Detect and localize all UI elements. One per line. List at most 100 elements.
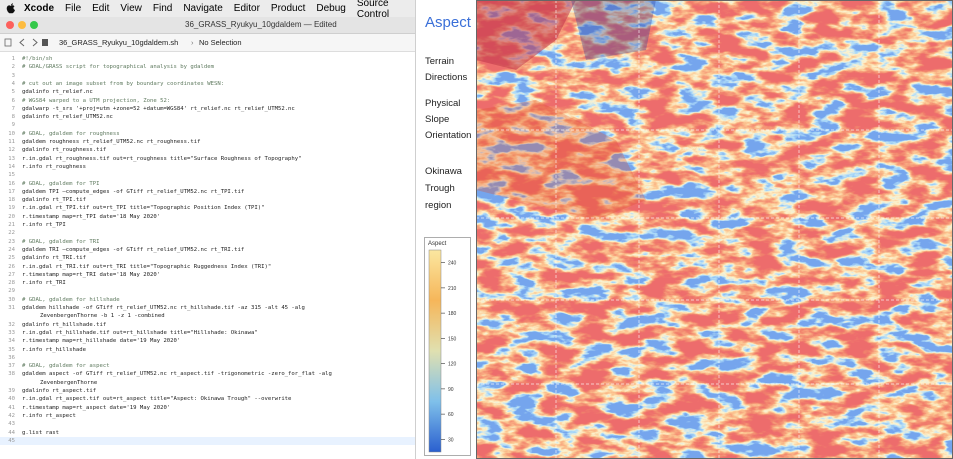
line-number: 5 xyxy=(0,88,15,96)
code-line: 20 r.timestamp map=rt_TPI date='18 May 20… xyxy=(0,213,415,221)
line-number: 40 xyxy=(0,395,15,403)
line-number: 11 xyxy=(0,138,15,146)
caption-word: Physical xyxy=(425,98,460,109)
code-text: gdalinfo rt_relief.nc xyxy=(22,88,93,96)
code-line: 2# GDAL/GRASS script for topographical a… xyxy=(0,63,415,71)
menu-item[interactable]: File xyxy=(65,3,81,14)
colorbar-tick-label: 30 xyxy=(448,437,454,443)
code-text: gdalinfo rt_TRI.tif xyxy=(22,254,86,262)
code-text: gdaldem TRI —compute_edges -of GTiff rt_… xyxy=(22,246,244,254)
menu-item[interactable]: View xyxy=(120,3,142,14)
code-text: r.info rt_roughness xyxy=(22,163,86,171)
menu-item[interactable]: Editor xyxy=(234,3,260,14)
menu-item[interactable]: Xcode xyxy=(24,3,54,14)
line-number: 36 xyxy=(0,354,15,362)
code-text: gdalinfo rt_roughness.tif xyxy=(22,146,106,154)
code-line: 29 xyxy=(0,287,415,295)
caption-word: Directions xyxy=(425,72,467,83)
aspect-map[interactable] xyxy=(476,0,953,459)
caption-word: Terrain xyxy=(425,56,454,67)
menu-item[interactable]: Debug xyxy=(316,3,345,14)
code-text: # WGS84 warped to a UTM projection, Zone… xyxy=(22,97,170,105)
line-number: 43 xyxy=(0,420,15,428)
line-number: 6 xyxy=(0,97,15,105)
window-controls[interactable] xyxy=(5,20,45,30)
code-line: 3 xyxy=(0,72,415,80)
code-text: r.in.gdal rt_TRI.tif out=rt_TRI title="T… xyxy=(22,263,271,271)
nav-buttons[interactable] xyxy=(4,37,66,48)
line-number: 9 xyxy=(0,121,15,129)
screen: Xcode File Edit View Find Navigate Editor Produ… xyxy=(0,0,953,459)
colorbar-tick-label: 120 xyxy=(448,362,457,368)
colorbar-tick-label: 60 xyxy=(448,412,454,418)
line-number: 42 xyxy=(0,412,15,420)
menu-bar: Xcode File Edit View Find Navigate Editor Produ… xyxy=(0,0,415,17)
menu-item[interactable]: Navigate xyxy=(183,3,222,14)
code-line: 11 gdaldem roughness rt_relief_UTM52.nc r… xyxy=(0,138,415,146)
code-line: 18 gdalinfo rt_TPI.tif xyxy=(0,196,415,204)
code-line: 40r.in.gdal rt_aspect.tif out=rt_aspect … xyxy=(0,395,415,403)
code-text: r.timestamp map=rt_TRI date='18 May 2020… xyxy=(22,271,160,279)
line-number: 1 xyxy=(0,55,15,63)
colorbar-tick-label: 180 xyxy=(448,311,457,317)
code-text: gdaldem roughness rt_relief_UTM52.nc rt_… xyxy=(22,138,201,146)
line-number: 28 xyxy=(0,279,15,287)
code-line: 4# cut out an image subset from by bound… xyxy=(0,80,415,88)
line-number: 18 xyxy=(0,196,15,204)
title-bar: 36_GRASS_Ryukyu_10gdaldem — Edited xyxy=(0,17,415,34)
line-number: 16 xyxy=(0,180,15,188)
file-name[interactable]: 36_GRASS_Ryukyu_10gdaldem.sh xyxy=(59,38,178,47)
line-number: 41 xyxy=(0,404,15,412)
line-number: 27 xyxy=(0,271,15,279)
code-text: gdaldem aspect -of GTiff rt_relief_UTM52… xyxy=(22,370,332,378)
menu-item[interactable]: Edit xyxy=(92,3,109,14)
code-text: gdalinfo rt_TPI.tif xyxy=(22,196,86,204)
code-line-wrap: ZevenbergenThorne xyxy=(0,379,415,387)
line-number: 44 xyxy=(0,429,15,437)
code-text: r.timestamp map=rt_hillshade date='19 Ma… xyxy=(22,337,180,345)
code-line: 30 # GDAL, gdaldem for hillshade xyxy=(0,296,415,304)
line-number: 31 xyxy=(0,304,15,312)
jump-bar: 36_GRASS_Ryukyu_10gdaldem.sh › No Select… xyxy=(0,34,415,52)
code-text: # GDAL, gdaldem for aspect xyxy=(22,362,110,370)
selection-label[interactable]: No Selection xyxy=(199,38,242,47)
code-line: 45 xyxy=(0,437,415,445)
line-number: 30 xyxy=(0,296,15,304)
colorbar-tick-label: 90 xyxy=(448,387,454,393)
line-number: 15 xyxy=(0,171,15,179)
caption-word: region xyxy=(425,200,451,211)
code-text: r.timestamp map=rt_aspect date='19 May 2… xyxy=(22,404,170,412)
code-line-wrap: ZevenbergenThorne -b 1 -z 1 -combined xyxy=(0,312,415,320)
code-text: r.timestamp map=rt_TPI date='18 May 2020… xyxy=(22,213,160,221)
code-text: r.in.gdal rt_hillshade.tif out=rt_hillsh… xyxy=(22,329,258,337)
colorbar: Aspect 240210180150120906030 xyxy=(424,237,472,457)
caption-word: Okinawa xyxy=(425,166,462,177)
caption-word: Trough xyxy=(425,183,455,194)
colorbar-tick-label: 210 xyxy=(448,286,457,292)
line-number: 23 xyxy=(0,238,15,246)
code-text: g.list rast xyxy=(22,429,59,437)
code-line: 23# GDAL, gdaldem for TRI xyxy=(0,238,415,246)
code-line: 44 g.list rast xyxy=(0,429,415,437)
line-number: 25 xyxy=(0,254,15,262)
code-text: # GDAL/GRASS script for topographical an… xyxy=(22,63,214,71)
code-text: # GDAL, gdaldem for hillshade xyxy=(22,296,120,304)
menu-item[interactable]: Find xyxy=(153,3,172,14)
breadcrumb-separator: › xyxy=(191,38,194,47)
code-line: 22 xyxy=(0,229,415,237)
line-number: 20 xyxy=(0,213,15,221)
code-text: # cut out an image subset from by bounda… xyxy=(22,80,224,88)
menu-item[interactable]: Product xyxy=(271,3,305,14)
